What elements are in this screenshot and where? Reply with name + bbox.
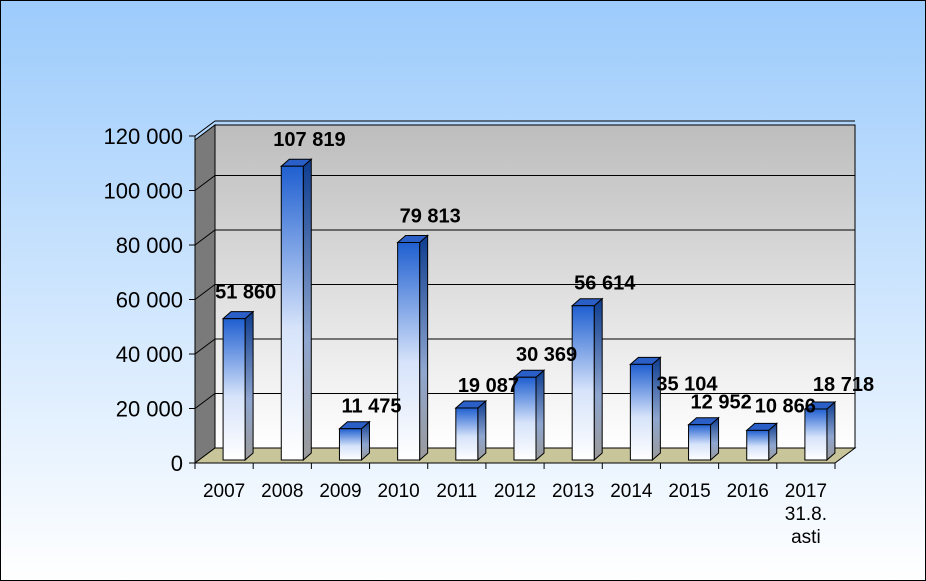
gridline-wall [194, 284, 216, 300]
bar [279, 158, 313, 462]
data-label: 30 369 [516, 344, 577, 366]
data-labels: 51 860 107 819 11 475 79 813 19 087 30 369 56 … [215, 129, 874, 418]
x-tick-label: 2007 [203, 481, 245, 502]
y-tick-label: 80 000 [116, 233, 183, 258]
data-label: 11 475 [341, 396, 401, 418]
data-label: 107 819 [273, 129, 345, 151]
x-tick-label: asti [791, 527, 821, 548]
bar [396, 234, 429, 462]
y-tick-label: 100 000 [103, 179, 183, 204]
bar-front [280, 165, 304, 461]
bar-front [222, 318, 246, 461]
x-tick-label: 2008 [261, 481, 303, 502]
bar-front [338, 428, 362, 461]
y-tick-label: 60 000 [116, 288, 183, 313]
x-tick-label: 2009 [319, 481, 361, 502]
data-label: 56 614 [574, 273, 636, 295]
y-tick-label: 20 000 [116, 397, 183, 422]
gridline-wall [194, 393, 216, 409]
bars [221, 158, 837, 462]
bar-front [513, 376, 537, 461]
gridline-wall [194, 338, 216, 355]
bar-front [688, 424, 712, 461]
gridline-wall [194, 120, 216, 137]
bar-front [804, 408, 828, 461]
bar-side [477, 399, 487, 462]
x-tick-label: 2010 [377, 481, 419, 502]
bar [570, 297, 604, 462]
bar-side [593, 297, 603, 462]
x-tick-label: 2013 [552, 481, 594, 502]
gridline-wall [194, 175, 216, 191]
bar-front [746, 429, 770, 461]
bar [803, 400, 837, 462]
bar-side [244, 310, 254, 462]
bar-side [419, 234, 429, 462]
x-tick-label: 2015 [668, 481, 710, 502]
y-axis: 0 20 000 40 000 60 000 80 000 100 000 120 000 [103, 124, 196, 476]
x-axis: 2007 2008 2009 2010 2011 2012 2013 2014 2015 2016… [194, 462, 836, 548]
y-tick-label: 0 [171, 451, 183, 476]
bar-side [302, 158, 312, 462]
data-label: 18 718 [813, 374, 874, 396]
bar-side [826, 400, 836, 462]
data-label: 79 813 [400, 206, 461, 228]
gridlines [194, 120, 855, 409]
data-label: 19 087 [458, 375, 519, 397]
bar [338, 420, 371, 462]
bar-front [455, 407, 479, 461]
bar [454, 399, 488, 462]
x-tick-label: 2014 [610, 481, 653, 502]
data-label: 51 860 [215, 282, 276, 304]
data-label: 10 866 [755, 395, 816, 417]
bar-front [629, 363, 653, 461]
bar [745, 422, 779, 462]
y-tick-label: 120 000 [103, 124, 183, 149]
data-label: 12 952 [691, 392, 752, 414]
bar-side [535, 369, 545, 462]
bar [629, 356, 662, 462]
x-tick-label: 2012 [494, 481, 536, 502]
bar [221, 310, 255, 462]
x-tick-label: 2016 [727, 481, 769, 502]
gridline-wall [194, 229, 216, 246]
bar [512, 369, 546, 462]
x-tick-label: 2011 [436, 481, 477, 502]
x-tick-label: 2017 [785, 481, 827, 502]
data-label: 35 104 [656, 373, 718, 395]
bar-front [397, 242, 421, 461]
y-tick-label: 40 000 [116, 342, 183, 367]
bar [687, 416, 720, 462]
side-wall [194, 124, 216, 464]
bar-front [571, 305, 595, 461]
x-tick-label: 31.8. [785, 504, 827, 525]
